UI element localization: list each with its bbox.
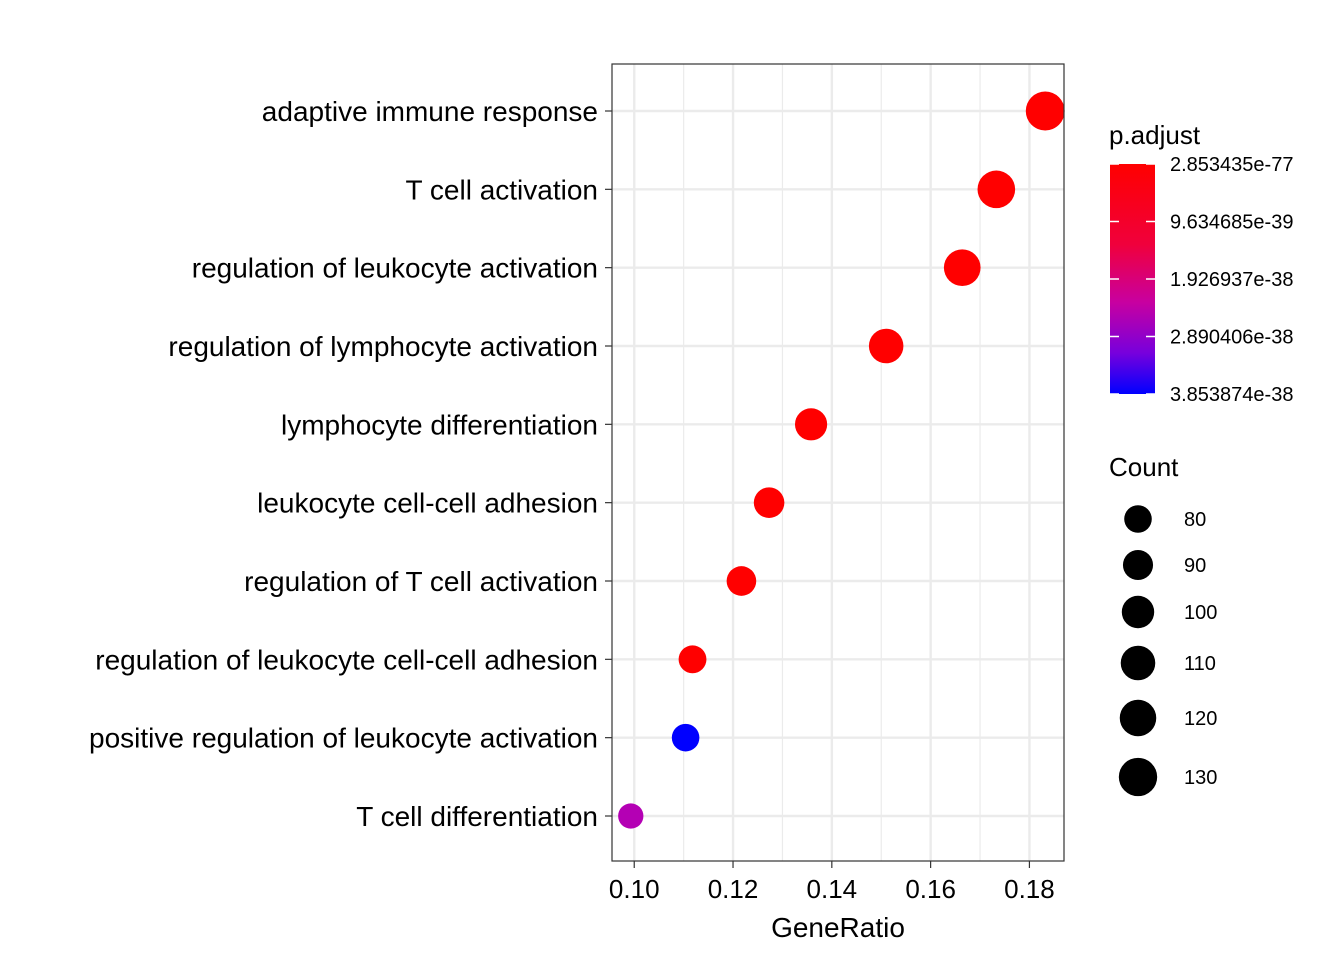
- size-legend-dot: [1120, 645, 1156, 681]
- data-point: [794, 408, 828, 441]
- y-tick-label: T cell differentiation: [356, 801, 598, 832]
- y-tick-label: lymphocyte differentiation: [281, 409, 598, 440]
- data-point: [671, 723, 700, 752]
- size-legend-label: 80: [1184, 509, 1206, 531]
- x-tick-label: 0.12: [708, 874, 759, 904]
- size-legend-dot: [1122, 549, 1154, 581]
- x-tick-label: 0.10: [609, 874, 660, 904]
- size-legend-label: 110: [1184, 653, 1216, 675]
- x-tick-label: 0.14: [807, 874, 858, 904]
- size-legend-dot: [1121, 595, 1155, 629]
- data-point: [977, 170, 1016, 209]
- data-point: [618, 803, 644, 829]
- y-tick-label: regulation of lymphocyte activation: [168, 331, 598, 362]
- size-legend-dot: [1119, 699, 1157, 737]
- size-legend-label: 90: [1184, 555, 1206, 577]
- y-tick-label: regulation of leukocyte activation: [192, 253, 598, 284]
- size-legend-label: 130: [1184, 767, 1217, 789]
- color-legend-title: p.adjust: [1109, 120, 1201, 150]
- data-point: [678, 645, 707, 674]
- size-legend-label: 100: [1184, 602, 1217, 624]
- x-axis-title: GeneRatio: [771, 912, 905, 943]
- data-point: [1025, 91, 1065, 131]
- color-legend-ticks: 2.853435e-77 9.634685e-39 1.926937e-38 2.89…: [1110, 154, 1293, 406]
- color-legend-label: 9.634685e-39: [1170, 212, 1293, 234]
- color-legend-label: 3.853874e-38: [1170, 384, 1293, 406]
- color-legend-label: 1.926937e-38: [1170, 269, 1293, 291]
- data-point: [753, 487, 785, 518]
- size-legend-dot: [1118, 757, 1158, 797]
- data-point: [868, 328, 904, 364]
- y-axis: adaptive immune response T cell activatio…: [89, 96, 612, 832]
- data-point: [726, 566, 757, 596]
- data-points: [618, 91, 1065, 829]
- color-legend-label: 2.890406e-38: [1170, 327, 1293, 349]
- y-tick-label: T cell activation: [406, 174, 598, 205]
- data-point: [943, 249, 981, 287]
- y-tick-label: regulation of leukocyte cell-cell adhesi…: [95, 644, 598, 675]
- y-tick-label: positive regulation of leukocyte activat…: [89, 723, 598, 754]
- y-tick-label: regulation of T cell activation: [244, 566, 598, 597]
- size-legend-items: 80 90 100 110 120 130: [1118, 505, 1217, 797]
- panel-border: [611, 63, 1065, 862]
- size-legend-dot: [1124, 505, 1152, 533]
- y-tick-label: adaptive immune response: [262, 96, 598, 127]
- size-legend-title: Count: [1109, 452, 1179, 482]
- x-tick-label: 0.16: [905, 874, 956, 904]
- x-axis: 0.10 0.12 0.14 0.16 0.18: [609, 861, 1055, 904]
- x-tick-label: 0.18: [1004, 874, 1055, 904]
- y-tick-label: leukocyte cell-cell adhesion: [257, 488, 598, 519]
- color-legend-label: 2.853435e-77: [1170, 154, 1293, 176]
- size-legend-label: 120: [1184, 708, 1217, 730]
- color-legend: p.adjust 2.853435e-77 9.634685e-39 1.92693…: [1109, 120, 1293, 406]
- size-legend: Count 80 90 100 110 120 130: [1109, 452, 1217, 797]
